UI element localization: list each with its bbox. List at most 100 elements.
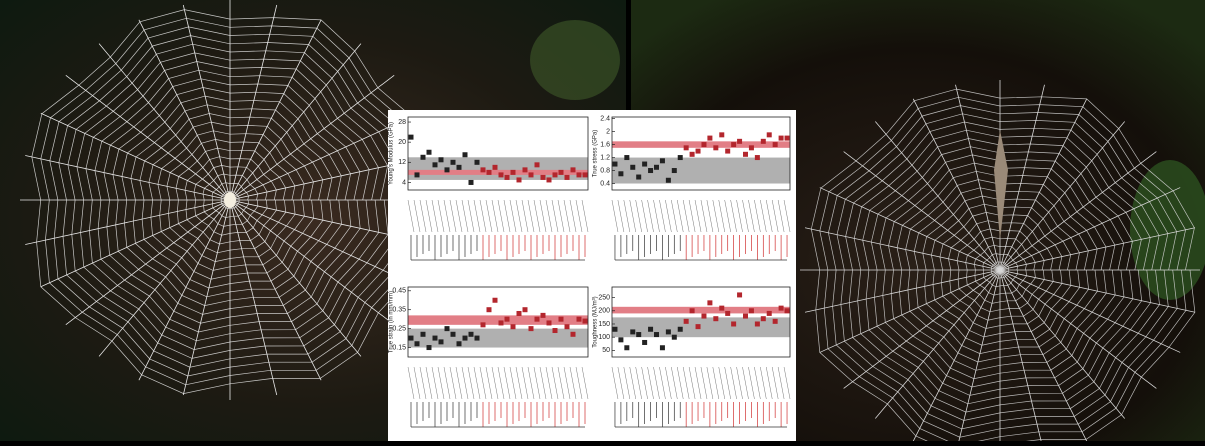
data-point (612, 162, 617, 167)
y-tick-label: 2.4 (600, 115, 610, 122)
y-tick-label: 4 (402, 179, 406, 186)
data-point (660, 345, 665, 350)
data-point (707, 300, 712, 305)
data-point (690, 308, 695, 313)
data-point (421, 332, 426, 337)
data-point (487, 307, 492, 312)
data-point (785, 136, 790, 141)
data-point (684, 145, 689, 150)
y-tick-label: 0.4 (600, 180, 610, 187)
data-point (636, 175, 641, 180)
data-point (785, 308, 790, 313)
range-band (612, 307, 790, 314)
y-axis-label: True stress (GPa) (593, 130, 599, 177)
data-point (499, 172, 504, 177)
y-tick-label: 20 (398, 139, 406, 146)
data-point (469, 332, 474, 337)
data-point (707, 136, 712, 141)
range-band (408, 157, 588, 180)
data-point (773, 319, 778, 324)
data-point (481, 322, 486, 327)
y-tick-label: 100 (598, 334, 610, 341)
data-point (713, 145, 718, 150)
data-point (642, 162, 647, 167)
y-tick-label: 150 (598, 321, 610, 328)
data-point (493, 165, 498, 170)
data-point (409, 336, 414, 341)
data-point (737, 139, 742, 144)
data-point (725, 149, 730, 154)
data-point (505, 317, 510, 322)
y-tick-label: 2 (606, 128, 610, 135)
data-point (630, 165, 635, 170)
data-point (457, 165, 462, 170)
data-point (583, 172, 588, 177)
data-point (767, 132, 772, 137)
y-tick-label: 250 (598, 294, 610, 301)
data-point (642, 340, 647, 345)
y-tick-label: 50 (602, 347, 610, 354)
y-tick-label: 1.6 (600, 141, 610, 148)
data-point (743, 152, 748, 157)
data-point (654, 332, 659, 337)
data-point (445, 326, 450, 331)
data-point (755, 321, 760, 326)
data-point (457, 341, 462, 346)
data-point (499, 320, 504, 325)
data-point (779, 136, 784, 141)
data-point (731, 321, 736, 326)
data-point (511, 324, 516, 329)
data-point (773, 142, 778, 147)
data-point (493, 298, 498, 303)
data-point (445, 167, 450, 172)
data-point (719, 132, 724, 137)
data-point (517, 177, 522, 182)
data-point (553, 328, 558, 333)
data-point (755, 155, 760, 160)
data-point (427, 150, 432, 155)
data-point (463, 336, 468, 341)
y-tick-label: 28 (398, 119, 406, 126)
y-tick-label: 0.8 (600, 167, 610, 174)
data-point (553, 172, 558, 177)
data-point (415, 172, 420, 177)
data-point (439, 157, 444, 162)
y-axis-label: Young's Modulus (GPa) (389, 122, 395, 185)
data-point (725, 311, 730, 316)
data-point (672, 335, 677, 340)
data-point (433, 162, 438, 167)
spider (224, 192, 236, 208)
data-point (767, 311, 772, 316)
data-point (779, 306, 784, 311)
y-axis-label: True strain (ln mm/mm) (389, 291, 395, 353)
data-point (547, 320, 552, 325)
data-point (713, 316, 718, 321)
data-point (415, 341, 420, 346)
y-tick-label: 200 (598, 308, 610, 315)
data-point (666, 329, 671, 334)
data-point (696, 324, 701, 329)
data-point (660, 158, 665, 163)
data-point (749, 308, 754, 313)
data-point (749, 145, 754, 150)
data-point (701, 142, 706, 147)
data-point (636, 332, 641, 337)
data-point (469, 180, 474, 185)
data-point (523, 167, 528, 172)
data-point (511, 170, 516, 175)
data-point (547, 177, 552, 182)
data-point (678, 327, 683, 332)
data-point (761, 316, 766, 321)
data-point (463, 152, 468, 157)
data-point (571, 332, 576, 337)
data-point (541, 313, 546, 318)
data-point (475, 336, 480, 341)
data-point (624, 345, 629, 350)
data-point (701, 314, 706, 319)
range-band (612, 158, 790, 184)
data-point (541, 175, 546, 180)
data-point (565, 324, 570, 329)
data-point (487, 170, 492, 175)
data-point (743, 314, 748, 319)
data-point (535, 317, 540, 322)
